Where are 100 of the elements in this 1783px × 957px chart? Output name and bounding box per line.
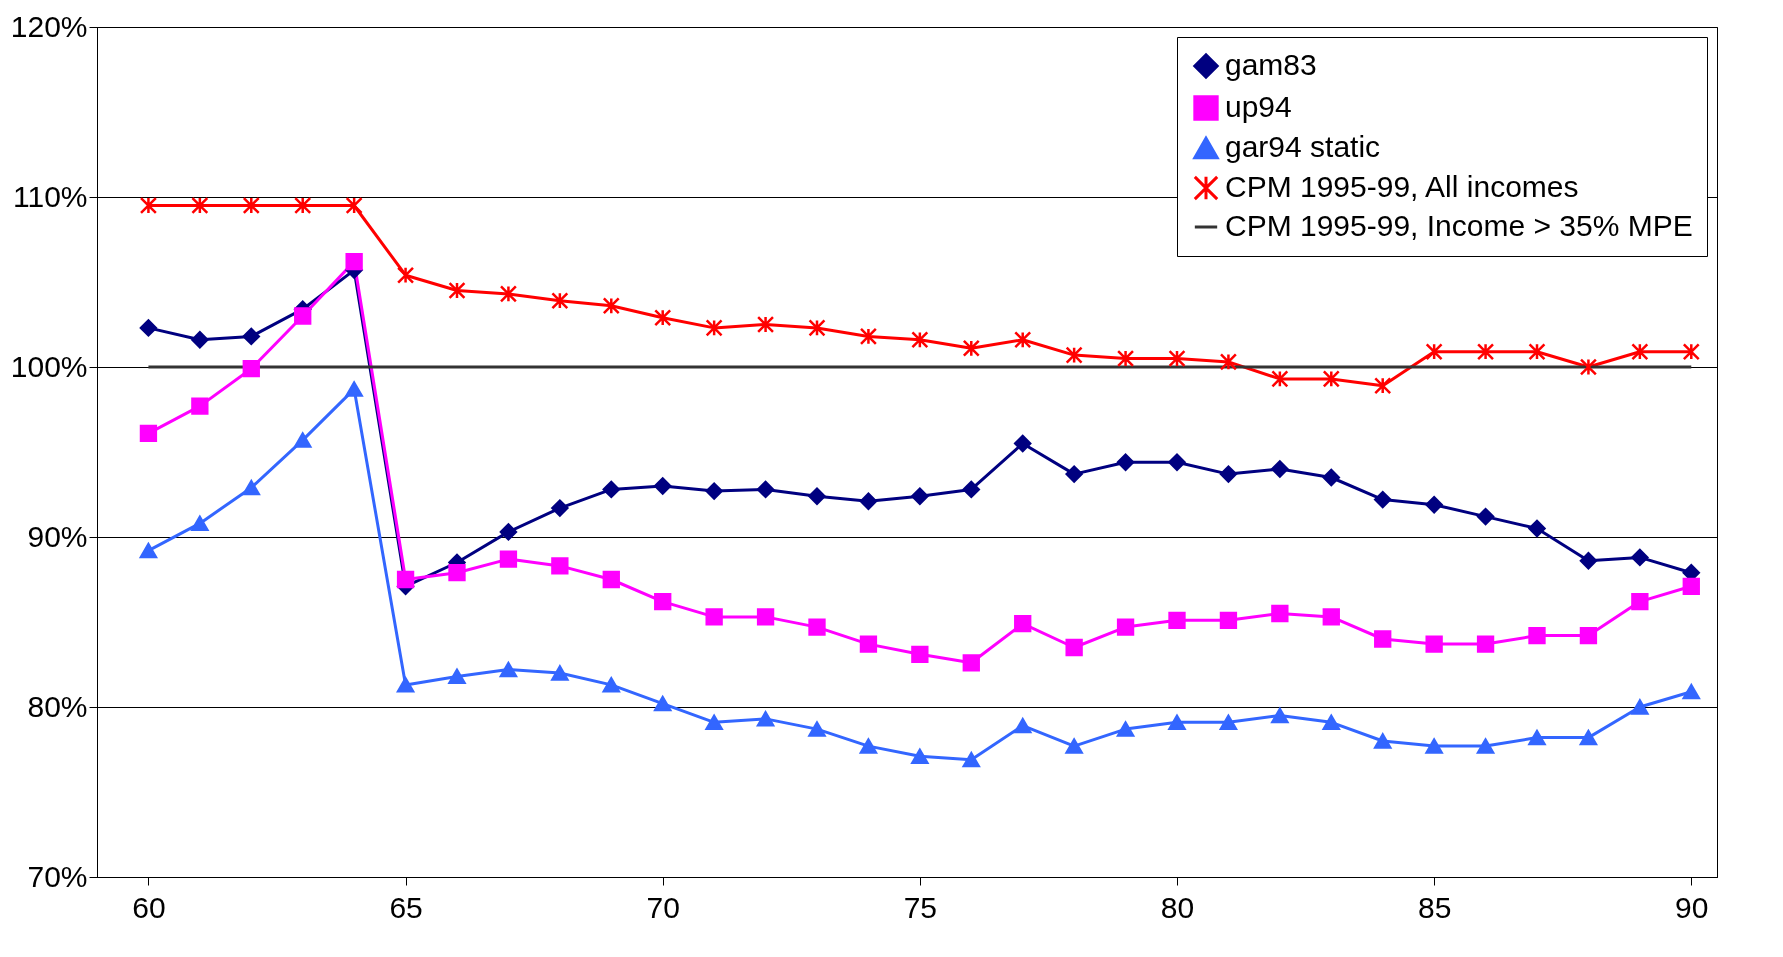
point [1168,349,1186,368]
point [242,196,260,215]
point [1116,618,1135,636]
point [294,196,312,215]
point [1631,592,1649,611]
point [1014,331,1032,349]
point [1014,615,1032,633]
point [191,331,209,349]
point [139,542,158,559]
point [911,645,929,663]
point [1682,577,1700,595]
point [1631,699,1649,715]
point [962,339,980,357]
point [1219,714,1238,730]
point [654,695,672,712]
point [1374,733,1392,749]
point [911,331,929,349]
legend-label: CPM 1995-99, Income > 35% MPE [1225,209,1693,242]
point [1322,714,1340,730]
point [654,592,672,611]
point [294,432,312,448]
point [396,266,415,284]
point [962,752,980,768]
y-tick-label: 90% [27,519,88,553]
point [345,196,363,215]
y-tick-label: 80% [27,689,88,723]
point [859,492,878,510]
point [1065,465,1083,483]
point [1476,507,1495,526]
point [139,319,158,337]
point [396,677,415,693]
point [499,550,518,568]
point [242,327,260,346]
point [551,557,569,575]
x-tick-label: 60 [132,890,166,924]
point [602,677,620,693]
point [1476,635,1495,653]
point [859,327,878,346]
point [1322,468,1340,487]
point [654,477,672,495]
x-tick-label: 90 [1675,890,1709,924]
point [705,714,723,730]
point [1219,611,1238,629]
point [191,515,209,532]
point [1682,684,1700,700]
point [911,487,929,505]
point [808,319,826,337]
point [1168,611,1186,629]
point [139,424,158,442]
point [242,480,260,496]
point [1116,721,1135,737]
point [756,711,775,727]
legend-label: up94 [1225,90,1292,123]
point [1168,453,1186,471]
point [1065,738,1083,754]
point [1116,453,1135,471]
point [1425,738,1443,754]
point [808,721,826,737]
point [1425,343,1443,361]
point [756,608,775,626]
point [448,281,466,300]
point [1271,370,1289,388]
point [1374,377,1392,395]
point [859,635,878,653]
point [756,480,775,499]
point [1528,626,1546,645]
point [1014,434,1032,453]
point [1579,552,1598,570]
y-tick-label: 120% [10,9,88,43]
point [1322,370,1340,388]
point [1425,496,1443,514]
point [1579,626,1598,645]
point [499,285,518,303]
point [859,738,878,754]
point [1528,729,1546,746]
point [1374,490,1392,509]
point [1476,343,1495,361]
point [1476,738,1495,754]
point [396,570,415,589]
point [1065,346,1083,364]
point [962,654,980,672]
point [551,499,569,517]
point [808,618,826,636]
x-tick-label: 65 [389,890,423,924]
point [705,482,723,500]
point [1271,604,1289,623]
point [139,196,158,215]
point [1528,519,1546,538]
point [191,397,209,415]
point [1579,358,1598,376]
point [242,360,260,378]
legend-label: gar94 static [1225,130,1381,163]
point [1271,707,1289,724]
point [1374,630,1392,648]
point [1425,635,1443,653]
point [602,480,620,499]
point [602,570,620,589]
point [1219,465,1238,483]
point [1065,638,1083,657]
point [1219,353,1238,371]
